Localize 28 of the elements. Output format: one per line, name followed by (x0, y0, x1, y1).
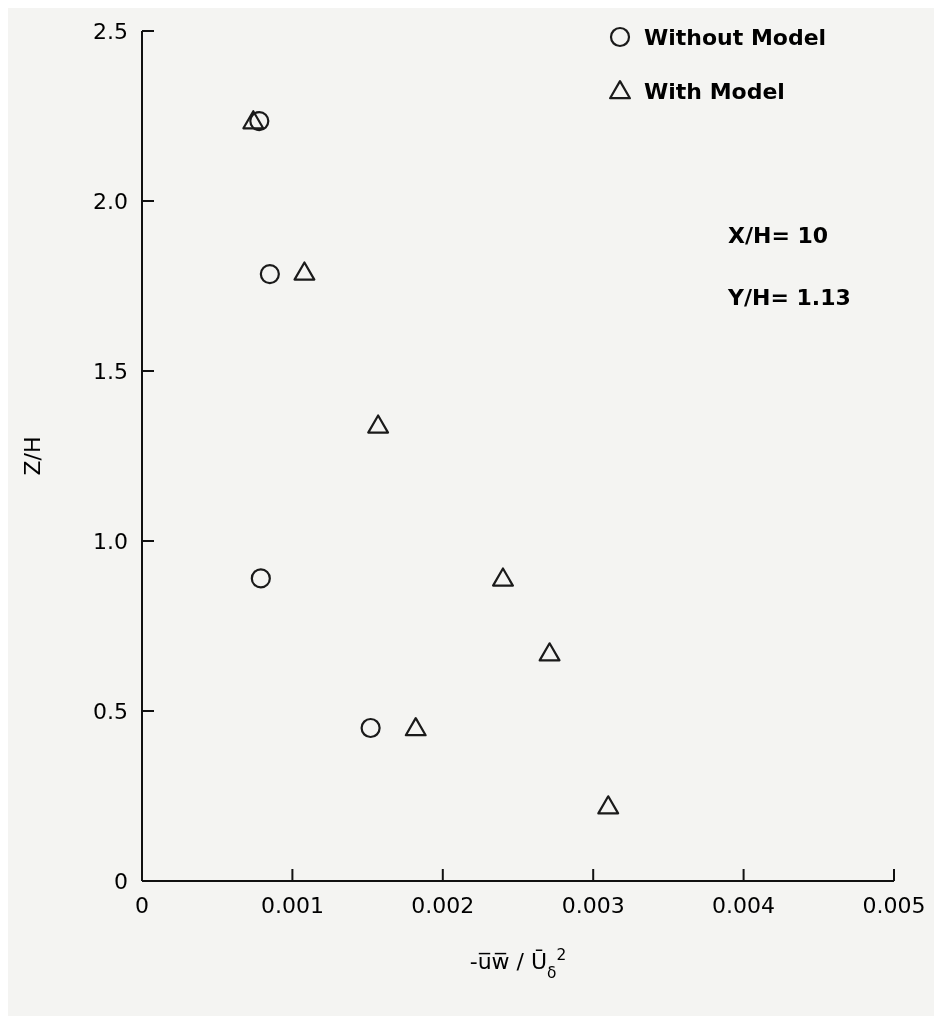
y-tick-label: 1.5 (93, 359, 128, 384)
x-tick-label: 0.005 (862, 893, 926, 918)
y-tick-label: 2.5 (93, 19, 128, 44)
x-tick-label: 0 (135, 893, 149, 918)
y-tick-label: 0 (114, 869, 128, 894)
point (538, 642, 561, 662)
y-axis-title: Z/H (20, 436, 45, 476)
point (367, 414, 390, 434)
x-tick-label: 0.003 (561, 893, 625, 918)
legend-label: With Model (644, 79, 785, 104)
y-tick-label: 1.0 (93, 529, 128, 554)
y-tick-label: 0.5 (93, 699, 128, 724)
point (404, 717, 427, 737)
point (293, 261, 316, 281)
x-tick-label: 0.002 (411, 893, 475, 918)
point (259, 264, 280, 285)
annotation: Y/H= 1.13 (727, 285, 851, 310)
legend-label: Without Model (644, 25, 827, 50)
point (360, 717, 381, 739)
y-tick-label: 2.0 (93, 189, 128, 214)
point (491, 567, 514, 587)
point (242, 110, 265, 130)
annotation: X/H= 10 (728, 223, 829, 248)
point (249, 111, 270, 132)
point (597, 795, 620, 815)
point (250, 568, 271, 589)
x-tick-label: 0.001 (260, 893, 324, 918)
x-tick-label: 0.004 (712, 893, 776, 918)
